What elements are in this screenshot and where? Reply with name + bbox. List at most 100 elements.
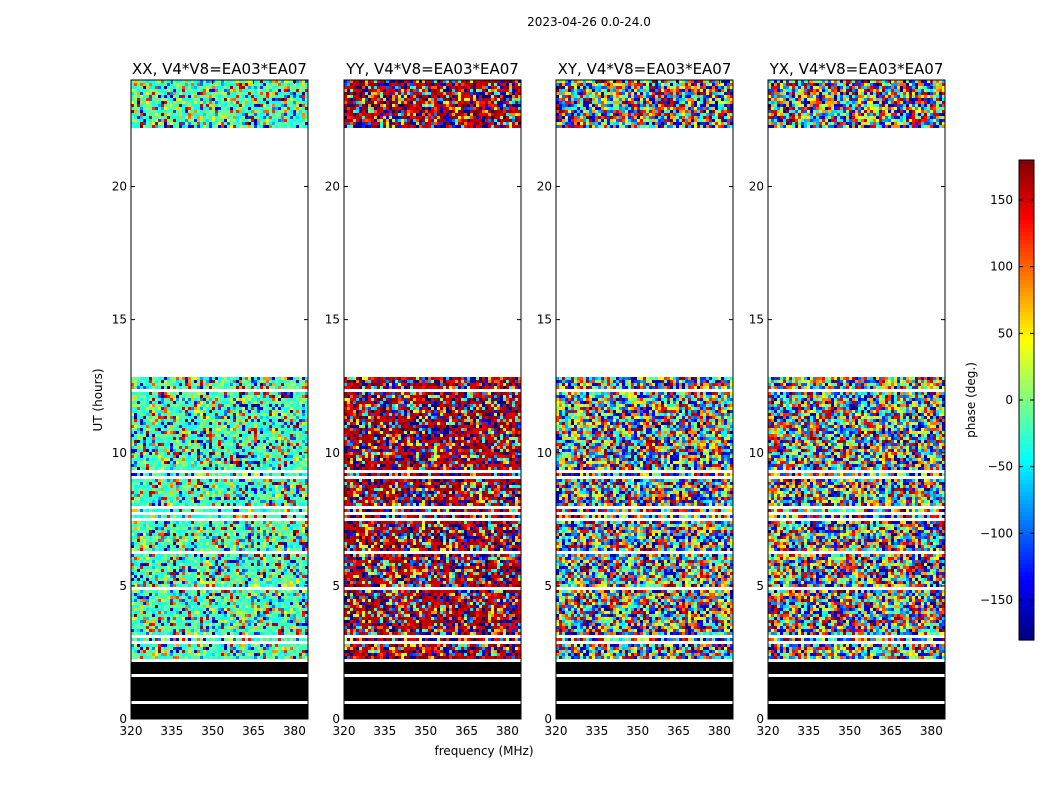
phase-cell <box>293 98 296 101</box>
phase-cell <box>212 116 215 119</box>
phase-cell <box>236 95 239 98</box>
phase-cell <box>266 122 269 125</box>
phase-cell <box>188 83 191 86</box>
phase-cell <box>161 116 164 119</box>
phase-cell <box>296 116 299 119</box>
phase-cell <box>236 113 239 116</box>
phase-cell <box>158 125 161 128</box>
phase-cell <box>161 89 164 92</box>
phase-cell <box>251 86 254 89</box>
phase-cell <box>197 122 200 125</box>
phase-cell <box>218 116 221 119</box>
phase-cell <box>140 98 143 101</box>
phase-cell <box>167 122 170 125</box>
phase-cell <box>254 101 257 104</box>
phase-cell <box>212 122 215 125</box>
phase-cell <box>206 101 209 104</box>
phase-cell <box>215 89 218 92</box>
phase-cell <box>185 116 188 119</box>
phase-cell <box>287 119 290 122</box>
phase-cell <box>281 104 284 107</box>
phase-cell <box>206 107 209 110</box>
phase-cell <box>185 101 188 104</box>
phase-cell <box>263 110 266 113</box>
phase-cell <box>293 86 296 89</box>
phase-cell <box>242 110 245 113</box>
phase-cell <box>158 119 161 122</box>
phase-cell <box>242 86 245 89</box>
phase-cell <box>158 104 161 107</box>
phase-cell <box>164 95 167 98</box>
phase-cell <box>278 101 281 104</box>
phase-cell <box>155 92 158 95</box>
phase-cell <box>170 104 173 107</box>
phase-cell <box>146 98 149 101</box>
phase-cell <box>215 125 218 128</box>
phase-cell <box>191 110 194 113</box>
phase-cell <box>143 95 146 98</box>
phase-cell <box>293 110 296 113</box>
phase-cell <box>296 92 299 95</box>
phase-cell <box>227 104 230 107</box>
phase-cell <box>293 122 296 125</box>
phase-cell <box>260 89 263 92</box>
phase-cell <box>194 113 197 116</box>
phase-cell <box>176 101 179 104</box>
phase-cell <box>215 98 218 101</box>
phase-cell <box>299 98 302 101</box>
phase-cell <box>275 83 278 86</box>
phase-cell <box>278 86 281 89</box>
phase-cell <box>233 101 236 104</box>
phase-cell <box>272 98 275 101</box>
phase-cell <box>269 125 272 128</box>
phase-cell <box>158 110 161 113</box>
phase-cell <box>218 377 221 380</box>
phase-cell <box>257 89 260 92</box>
phase-cell <box>182 122 185 125</box>
phase-cell <box>206 122 209 125</box>
phase-cell <box>176 116 179 119</box>
phase-cell <box>185 92 188 95</box>
phase-cell <box>245 110 248 113</box>
phase-cell <box>188 98 191 101</box>
phase-cell <box>269 101 272 104</box>
phase-cell <box>158 116 161 119</box>
phase-cell <box>224 116 227 119</box>
phase-cell <box>176 113 179 116</box>
phase-cell <box>140 92 143 95</box>
phase-cell <box>143 83 146 86</box>
phase-cell <box>200 119 203 122</box>
phase-cell <box>215 83 218 86</box>
phase-cell <box>299 101 302 104</box>
phase-cell <box>194 119 197 122</box>
phase-cell <box>200 113 203 116</box>
phase-cell <box>242 89 245 92</box>
phase-cell <box>137 86 140 89</box>
phase-cell <box>254 110 257 113</box>
phase-cell <box>242 101 245 104</box>
phase-cell <box>290 86 293 89</box>
phase-cell <box>269 122 272 125</box>
phase-cell <box>218 86 221 89</box>
phase-cell <box>209 92 212 95</box>
phase-cell <box>212 125 215 128</box>
phase-cell <box>287 86 290 89</box>
phase-cell <box>260 86 263 89</box>
phase-cell <box>155 113 158 116</box>
phase-cell <box>182 125 185 128</box>
phase-cell <box>248 83 251 86</box>
phase-cell <box>266 125 269 128</box>
phase-cell <box>155 98 158 101</box>
phase-cell <box>191 92 194 95</box>
phase-cell <box>188 125 191 128</box>
phase-cell <box>212 110 215 113</box>
phase-cell <box>194 104 197 107</box>
phase-cell <box>137 101 140 104</box>
phase-cell <box>287 104 290 107</box>
phase-cell <box>293 119 296 122</box>
phase-cell <box>278 110 281 113</box>
phase-cell <box>242 122 245 125</box>
phase-cell <box>212 107 215 110</box>
phase-cell <box>209 95 212 98</box>
phase-cell <box>242 125 245 128</box>
